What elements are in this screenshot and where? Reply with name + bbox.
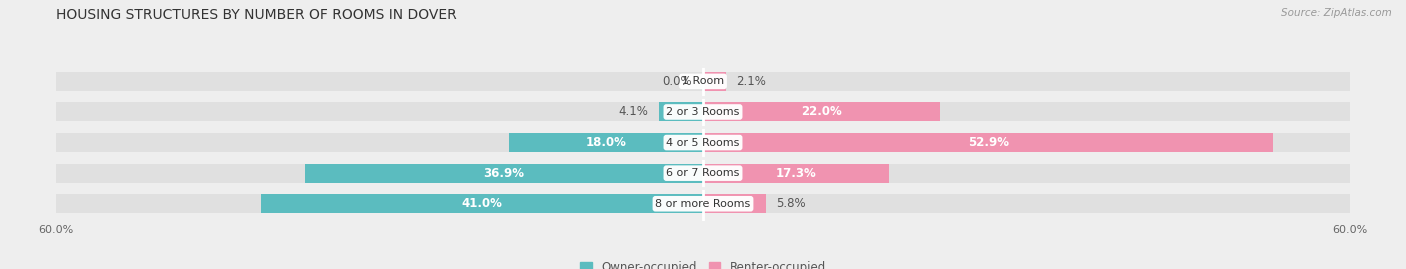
Text: 8 or more Rooms: 8 or more Rooms [655, 199, 751, 209]
Bar [703, 133, 1274, 152]
Bar [703, 164, 890, 183]
Bar [305, 164, 703, 183]
Text: HOUSING STRUCTURES BY NUMBER OF ROOMS IN DOVER: HOUSING STRUCTURES BY NUMBER OF ROOMS IN… [56, 8, 457, 22]
Text: 22.0%: 22.0% [801, 105, 842, 118]
Text: 18.0%: 18.0% [585, 136, 627, 149]
Text: 4.1%: 4.1% [619, 105, 648, 118]
Bar [703, 194, 765, 213]
Text: Source: ZipAtlas.com: Source: ZipAtlas.com [1281, 8, 1392, 18]
Bar [703, 102, 941, 122]
Bar [262, 194, 703, 213]
Text: 41.0%: 41.0% [461, 197, 502, 210]
Text: 0.0%: 0.0% [662, 75, 692, 88]
Legend: Owner-occupied, Renter-occupied: Owner-occupied, Renter-occupied [579, 261, 827, 269]
Bar [56, 164, 1350, 183]
Bar [56, 194, 1350, 213]
Bar [509, 133, 703, 152]
Text: 5.8%: 5.8% [776, 197, 806, 210]
Text: 1 Room: 1 Room [682, 76, 724, 86]
Text: 52.9%: 52.9% [967, 136, 1008, 149]
Bar [56, 133, 1350, 152]
Text: 2 or 3 Rooms: 2 or 3 Rooms [666, 107, 740, 117]
Text: 4 or 5 Rooms: 4 or 5 Rooms [666, 137, 740, 148]
Bar [56, 72, 1350, 91]
Text: 36.9%: 36.9% [484, 167, 524, 180]
Text: 17.3%: 17.3% [776, 167, 817, 180]
Text: 2.1%: 2.1% [737, 75, 766, 88]
Text: 6 or 7 Rooms: 6 or 7 Rooms [666, 168, 740, 178]
Bar [703, 72, 725, 91]
Bar [56, 102, 1350, 122]
Bar [659, 102, 703, 122]
